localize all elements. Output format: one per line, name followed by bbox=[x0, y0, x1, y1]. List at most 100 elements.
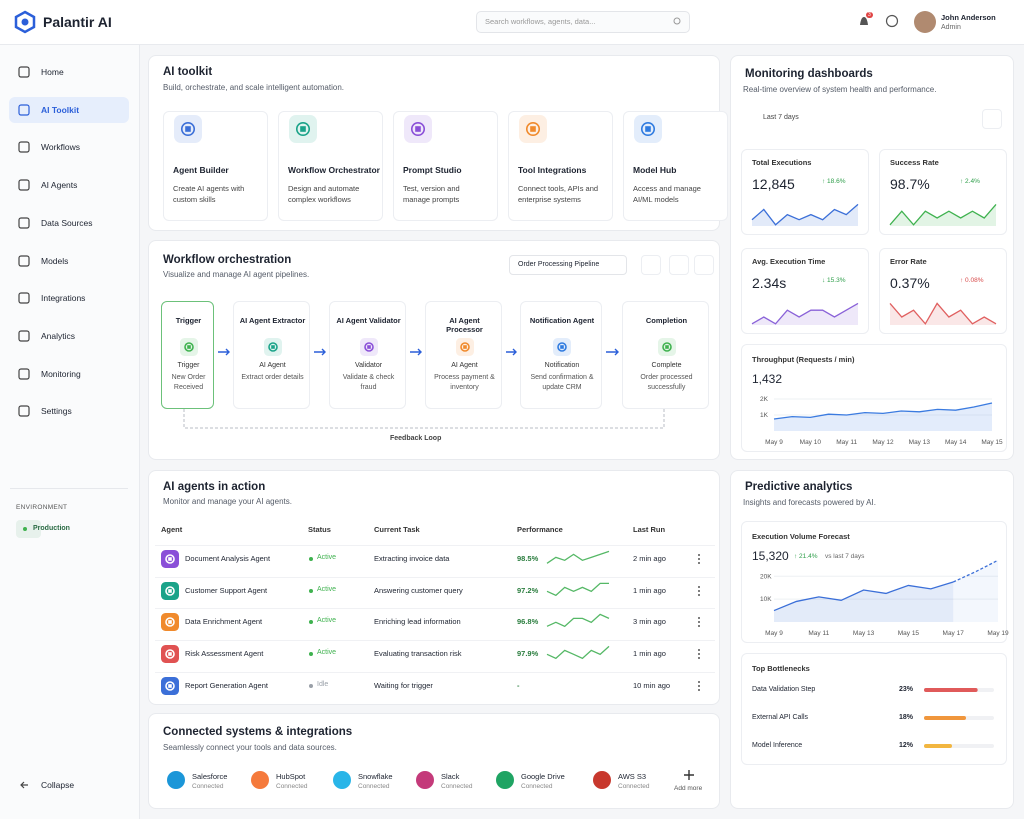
tool-card[interactable]: Agent Builder Create AI agents with custo… bbox=[163, 111, 268, 221]
step-title: Trigger bbox=[175, 316, 202, 325]
panel-title: Monitoring dashboards bbox=[745, 68, 873, 80]
step-desc: Validate & check fraud bbox=[342, 374, 395, 391]
step-title: AI Agent Extractor bbox=[239, 316, 306, 325]
y-tick-label: 20K bbox=[760, 573, 772, 580]
status-dot bbox=[23, 527, 27, 531]
integration-status: Connected bbox=[521, 783, 553, 790]
environment-pill[interactable]: Production bbox=[16, 520, 70, 538]
nav-icon bbox=[18, 179, 30, 191]
agent-row[interactable] bbox=[155, 640, 715, 669]
integrations-panel: Connected systems & integrations Seamless… bbox=[148, 713, 720, 809]
collapse-button[interactable]: Collapse bbox=[14, 775, 114, 795]
graphic bbox=[161, 613, 179, 632]
graphic bbox=[309, 652, 313, 657]
panel-title: AI agents in action bbox=[163, 481, 266, 493]
nav-item[interactable]: Monitoring bbox=[9, 361, 129, 387]
kpi-value: 98.7% bbox=[890, 176, 930, 192]
bar bbox=[924, 688, 978, 692]
icon-glyph bbox=[165, 554, 175, 564]
graphic bbox=[359, 338, 378, 356]
range-select[interactable]: Last 7 days bbox=[741, 109, 816, 129]
status-dot bbox=[309, 652, 313, 657]
agent-task: Evaluating transaction risk bbox=[374, 649, 462, 659]
agent-status: Idle bbox=[317, 680, 329, 688]
column-header: Agent bbox=[161, 525, 183, 534]
x-tick-label: May 14 bbox=[945, 439, 967, 446]
agent-last-run: 10 min ago bbox=[633, 680, 671, 690]
sparkline bbox=[751, 203, 859, 226]
chart-title: Execution Volume Forecast bbox=[752, 532, 850, 541]
integration-name: Slack bbox=[441, 772, 460, 781]
icon-glyph bbox=[363, 342, 374, 352]
refresh-button[interactable] bbox=[982, 109, 1002, 129]
column-header: Performance bbox=[517, 525, 563, 534]
nav-item[interactable]: Settings bbox=[9, 398, 129, 424]
nav-item[interactable]: Data Sources bbox=[9, 210, 129, 236]
toolbar-button[interactable] bbox=[669, 255, 689, 275]
integration-logo bbox=[416, 771, 434, 789]
agent-row[interactable] bbox=[155, 576, 715, 606]
tool-desc: Test, version and manage prompts bbox=[403, 184, 460, 204]
graphic bbox=[20, 781, 28, 789]
agent-row[interactable] bbox=[155, 608, 715, 637]
agent-row[interactable] bbox=[155, 671, 715, 701]
agent-task: Enriching lead information bbox=[374, 617, 461, 627]
icon-glyph bbox=[168, 588, 172, 593]
toolbar-button[interactable] bbox=[641, 255, 661, 275]
nav-item[interactable]: Workflows bbox=[9, 134, 129, 160]
nav-item[interactable]: Home bbox=[9, 59, 129, 85]
icon-glyph bbox=[664, 345, 669, 349]
graphic bbox=[18, 254, 30, 267]
tool-card[interactable]: Workflow Orchestrator Design and automate… bbox=[278, 111, 383, 221]
agent-name: Data Enrichment Agent bbox=[185, 617, 263, 627]
pipeline-step: Notification Agent Notification Send confi… bbox=[520, 301, 602, 409]
graphic bbox=[309, 588, 313, 593]
nav-label: Integrations bbox=[41, 293, 86, 304]
integration-name: Salesforce bbox=[192, 772, 228, 781]
graphic bbox=[309, 620, 313, 625]
icon-glyph bbox=[165, 649, 175, 659]
nav-item[interactable]: Integrations bbox=[9, 285, 129, 311]
logo bbox=[21, 18, 29, 26]
step-desc: Send confirmation & update CRM bbox=[530, 374, 594, 391]
graphic bbox=[657, 338, 676, 356]
icon-glyph bbox=[462, 345, 467, 349]
tool-card[interactable]: Prompt Studio Test, version and manage pr… bbox=[393, 111, 498, 221]
x-tick-label: May 11 bbox=[808, 630, 829, 637]
chart-note: vs last 7 days bbox=[825, 553, 865, 560]
integration-logo bbox=[167, 771, 185, 789]
tool-title: Agent Builder bbox=[173, 165, 229, 175]
nav-label: Monitoring bbox=[41, 368, 81, 379]
graphic bbox=[18, 367, 30, 380]
agent-last-run: 3 min ago bbox=[633, 617, 666, 627]
menu-dot bbox=[698, 589, 700, 592]
step-title: Completion bbox=[645, 316, 688, 325]
search-box[interactable]: Search workflows, agents, data... bbox=[476, 11, 690, 33]
y-tick-label: 1K bbox=[760, 412, 769, 419]
graphic bbox=[18, 179, 30, 191]
step-desc: Extract order details bbox=[241, 374, 304, 381]
pipeline-select[interactable]: Order Processing Pipeline bbox=[509, 255, 627, 275]
nav-item[interactable]: Models bbox=[9, 248, 129, 274]
sparkline bbox=[546, 582, 609, 596]
tool-title: Tool Integrations bbox=[518, 165, 587, 175]
tool-card[interactable]: Model Hub Access and manage AI/ML models bbox=[623, 111, 728, 221]
graphic bbox=[18, 217, 30, 229]
add-more: Add more bbox=[674, 785, 703, 792]
graphic bbox=[183, 348, 665, 429]
sparkline bbox=[546, 646, 610, 660]
graphic bbox=[673, 17, 681, 25]
workflow-panel: Workflow orchestration Visualize and mana… bbox=[148, 240, 720, 460]
nav-item[interactable]: Analytics bbox=[9, 323, 129, 349]
x-tick-label: May 9 bbox=[765, 630, 783, 637]
agent-row[interactable] bbox=[155, 545, 715, 574]
nav-item[interactable]: AI Agents bbox=[9, 172, 129, 198]
tool-card[interactable]: Tool Integrations Connect tools, APIs and… bbox=[508, 111, 613, 221]
icon-glyph bbox=[557, 342, 567, 352]
graphic bbox=[553, 338, 571, 356]
nav-label: Workflows bbox=[41, 142, 81, 153]
graphic bbox=[698, 649, 700, 660]
nav-item[interactable]: AI Toolkit bbox=[9, 96, 129, 123]
flow-arrow bbox=[506, 348, 517, 356]
toolbar-button[interactable] bbox=[694, 255, 714, 275]
